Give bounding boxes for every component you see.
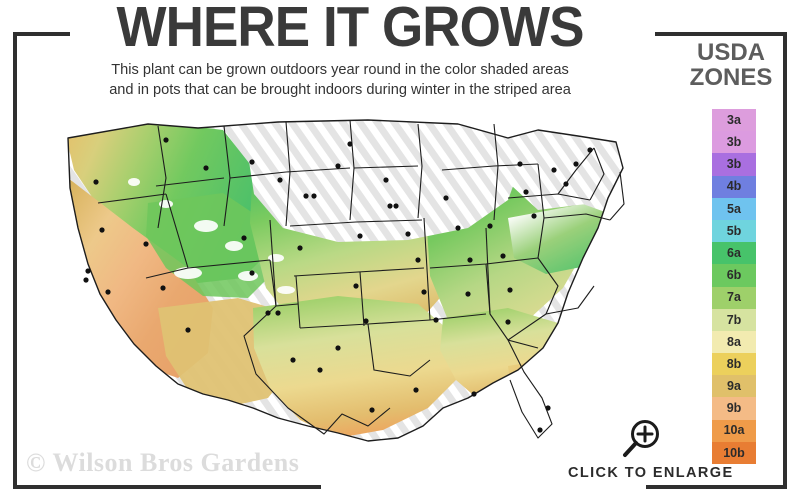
legend-zone-6b-7[interactable]: 6b [712,264,756,287]
subtitle-line-2: and in pots that can be brought indoors … [109,82,571,98]
legend-zone-8a-10[interactable]: 8a [712,330,756,354]
legend-zone-3a-0[interactable]: 3a [712,109,756,132]
legend-zone-7a-8[interactable]: 7a [712,286,756,309]
legend-zone-4b-3[interactable]: 4b [712,175,756,198]
legend-title-line-1: USDA [696,39,765,66]
frame-border-bottom-left [13,485,321,489]
usda-zone-legend: 3a 3b 3b 4b 5a 5b 6a 6b 7a 7b 8a 8b 9a 9b 10a 10b [712,109,756,464]
watermark: © Wilson Bros Gardens [26,448,300,477]
legend-zone-9b-13[interactable]: 9b [712,397,756,420]
frame-border-top-right [655,32,787,36]
click-to-enlarge-label[interactable]: CLICK TO ENLARGE [568,465,734,481]
legend-zone-6a-6[interactable]: 6a [712,242,756,265]
frame-border-left [13,32,17,489]
subtitle: This plant can be grown outdoors year ro… [30,60,650,100]
magnifier-plus-icon[interactable] [619,418,663,462]
frame-border-top-left [13,32,70,36]
legend-title: USDA ZONES [672,40,790,90]
map-svg [67,119,625,442]
legend-zone-9a-12[interactable]: 9a [712,375,756,398]
frame-border-right [783,32,787,489]
map-state-borders [67,119,625,442]
legend-zone-5b-5[interactable]: 5b [712,219,756,243]
legend-zone-3b-2[interactable]: 3b [712,153,756,176]
map-city-dots [83,137,593,433]
legend-zone-5a-4[interactable]: 5a [712,197,756,220]
usda-hardiness-map[interactable] [38,108,638,453]
subtitle-line-1: This plant can be grown outdoors year ro… [111,62,569,78]
legend-zone-7b-9[interactable]: 7b [712,308,756,331]
legend-zone-3b-1[interactable]: 3b [712,131,756,154]
legend-zone-10a-14[interactable]: 10a [712,419,756,442]
page-title: WHERE IT GROWS [116,0,584,59]
legend-zone-8b-11[interactable]: 8b [712,353,756,376]
legend-title-line-2: ZONES [689,64,773,91]
legend-zone-10b-15[interactable]: 10b [712,441,756,464]
frame-border-bottom-right [646,485,787,489]
